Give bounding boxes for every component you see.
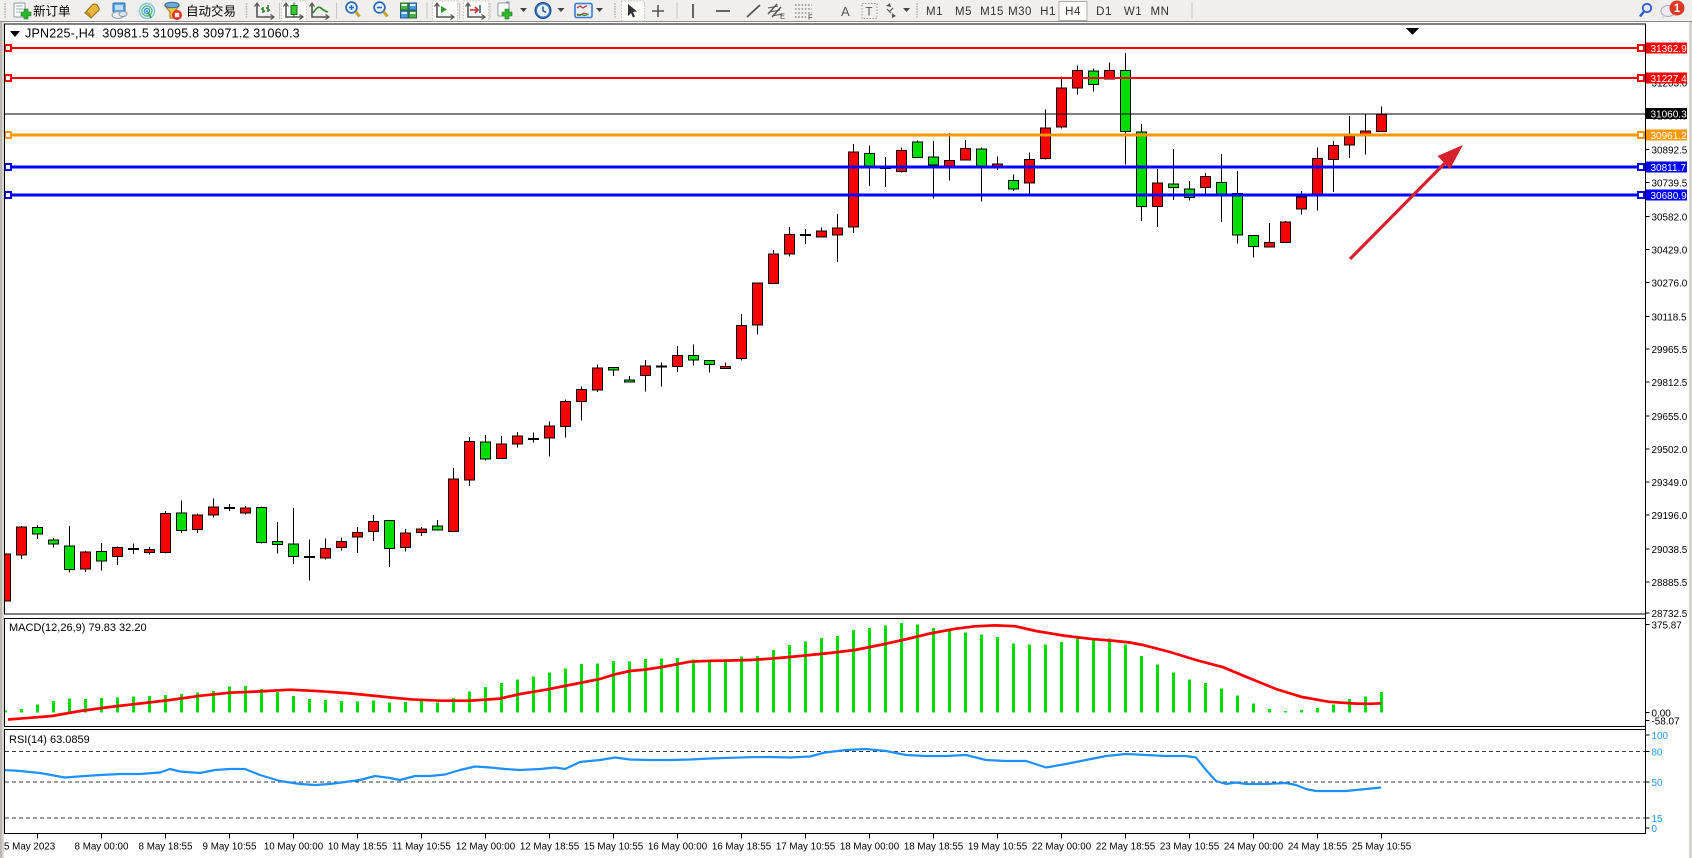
svg-text:18 May 00:00: 18 May 00:00	[840, 842, 900, 853]
svg-text:30892.5: 30892.5	[1652, 145, 1688, 156]
svg-text:31203.0: 31203.0	[1652, 79, 1688, 90]
svg-text:18 May 18:55: 18 May 18:55	[904, 842, 964, 853]
svg-text:12 May 00:00: 12 May 00:00	[456, 842, 516, 853]
svg-text:30680.9: 30680.9	[1651, 191, 1688, 202]
svg-text:-58.07: -58.07	[1652, 717, 1680, 728]
svg-text:M1: M1	[926, 6, 943, 18]
svg-text:30582.0: 30582.0	[1652, 212, 1688, 223]
svg-text:22 May 18:55: 22 May 18:55	[1096, 842, 1156, 853]
svg-text:31362.9: 31362.9	[1651, 44, 1688, 55]
svg-text:28885.5: 28885.5	[1652, 578, 1688, 589]
svg-text:29502.0: 29502.0	[1652, 445, 1688, 456]
svg-text:30429.0: 30429.0	[1652, 245, 1688, 256]
svg-text:E: E	[780, 12, 785, 21]
svg-text:自动交易: 自动交易	[186, 4, 236, 19]
svg-text:30118.5: 30118.5	[1652, 312, 1687, 323]
svg-text:8 May 00:00: 8 May 00:00	[75, 842, 129, 853]
svg-text:30811.7: 30811.7	[1651, 163, 1687, 174]
svg-text:30276.0: 30276.0	[1652, 278, 1688, 289]
svg-text:M5: M5	[955, 6, 972, 18]
svg-text:29349.0: 29349.0	[1652, 478, 1688, 489]
svg-text:23 May 10:55: 23 May 10:55	[1160, 842, 1220, 853]
svg-text:22 May 00:00: 22 May 00:00	[1032, 842, 1092, 853]
svg-text:D1: D1	[1096, 6, 1112, 18]
svg-text:0: 0	[1652, 824, 1658, 835]
svg-text:RSI(14) 63.0859: RSI(14) 63.0859	[9, 734, 90, 746]
svg-text:24 May 00:00: 24 May 00:00	[1224, 842, 1284, 853]
svg-text:29196.0: 29196.0	[1652, 511, 1688, 522]
svg-text:24 May 18:55: 24 May 18:55	[1288, 842, 1348, 853]
svg-text:30739.5: 30739.5	[1652, 178, 1688, 189]
svg-text:MACD(12,26,9) 79.83 32.20: MACD(12,26,9) 79.83 32.20	[9, 622, 147, 634]
svg-text:JPN225-,H4 30981.5 31095.8 30: JPN225-,H4 30981.5 31095.8 30971.2 31060…	[25, 27, 300, 41]
svg-text:8 May 18:55: 8 May 18:55	[139, 842, 193, 853]
svg-text:16 May 00:00: 16 May 00:00	[648, 842, 708, 853]
svg-text:15 May 10:55: 15 May 10:55	[584, 842, 644, 853]
svg-text:W1: W1	[1124, 6, 1142, 18]
svg-text:375.87: 375.87	[1652, 621, 1682, 632]
svg-text:5 May 2023: 5 May 2023	[4, 842, 56, 853]
svg-text:T: T	[866, 7, 873, 19]
svg-text:31227.4: 31227.4	[1651, 74, 1688, 85]
svg-text:10 May 00:00: 10 May 00:00	[264, 842, 324, 853]
svg-text:H4: H4	[1065, 6, 1081, 18]
svg-text:100: 100	[1652, 731, 1669, 742]
svg-text:29965.5: 29965.5	[1652, 345, 1688, 356]
svg-text:10 May 18:55: 10 May 18:55	[328, 842, 388, 853]
svg-text:50: 50	[1652, 778, 1663, 789]
svg-text:F: F	[808, 13, 813, 22]
svg-text:新订单: 新订单	[33, 4, 71, 19]
svg-text:29812.5: 29812.5	[1652, 378, 1688, 389]
svg-text:30961.2: 30961.2	[1651, 131, 1688, 142]
svg-text:29655.0: 29655.0	[1652, 412, 1688, 423]
svg-text:M15: M15	[980, 6, 1004, 18]
svg-text:28732.5: 28732.5	[1652, 609, 1688, 620]
svg-text:11 May 10:55: 11 May 10:55	[392, 842, 451, 853]
svg-text:9 May 10:55: 9 May 10:55	[203, 842, 257, 853]
svg-text:19 May 10:55: 19 May 10:55	[968, 842, 1028, 853]
svg-text:M30: M30	[1008, 6, 1032, 18]
svg-text:MN: MN	[1151, 6, 1170, 18]
svg-text:1: 1	[1674, 3, 1681, 15]
svg-text:H1: H1	[1040, 6, 1056, 18]
svg-text:16 May 18:55: 16 May 18:55	[712, 842, 772, 853]
svg-text:17 May 10:55: 17 May 10:55	[776, 842, 836, 853]
svg-text:12 May 18:55: 12 May 18:55	[520, 842, 580, 853]
svg-text:80: 80	[1652, 748, 1663, 759]
svg-text:0.00: 0.00	[1652, 709, 1672, 720]
svg-text:25 May 10:55: 25 May 10:55	[1352, 842, 1412, 853]
svg-text:29038.5: 29038.5	[1652, 545, 1688, 556]
svg-text:15: 15	[1652, 814, 1663, 825]
svg-text:31060.3: 31060.3	[1651, 109, 1688, 120]
svg-text:A: A	[841, 4, 850, 19]
